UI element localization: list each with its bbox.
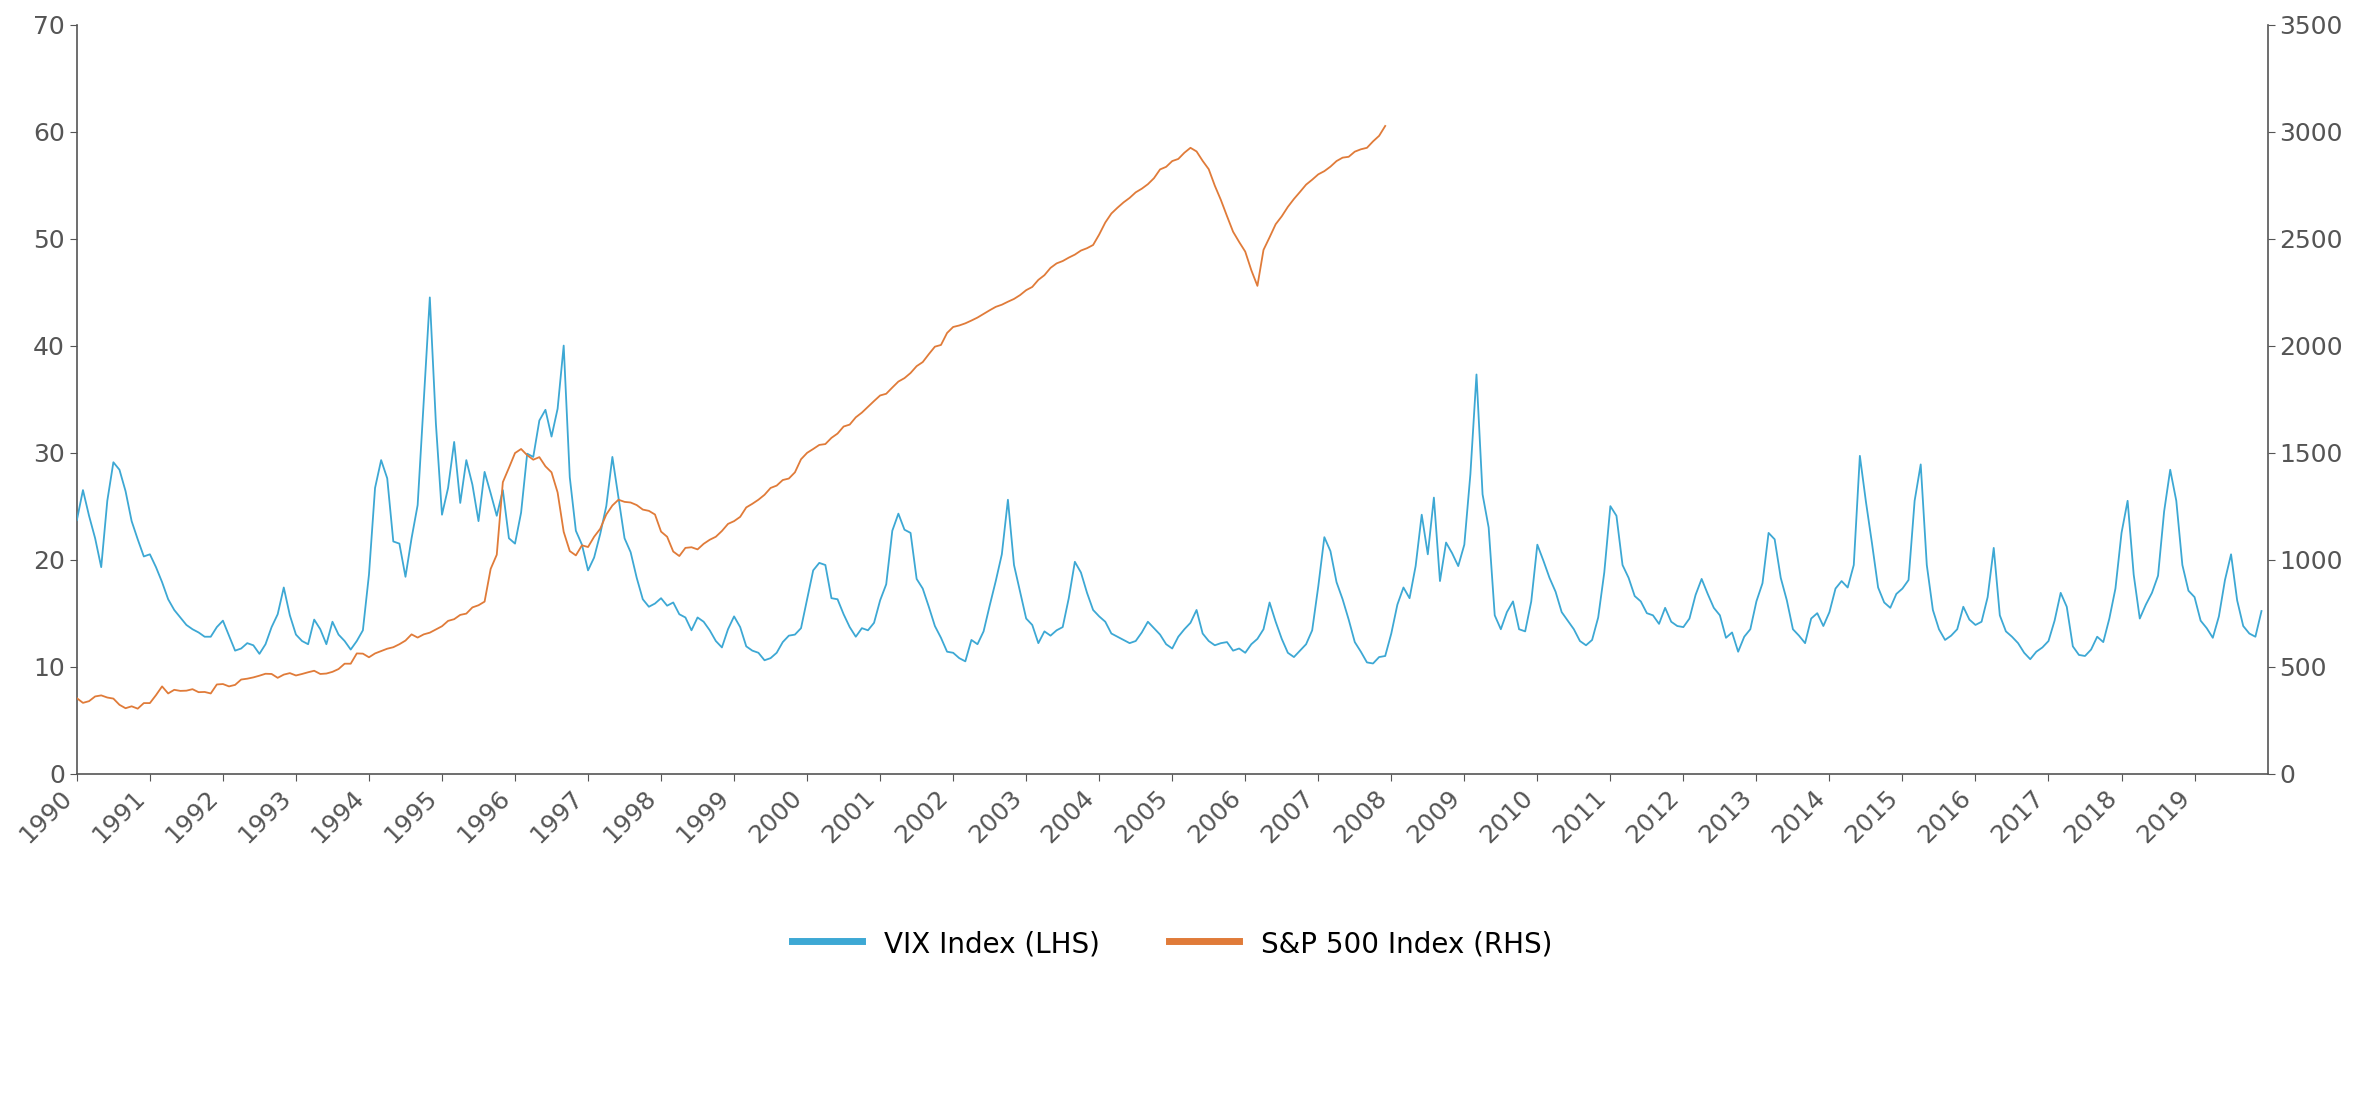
Legend: VIX Index (LHS), S&P 500 Index (RHS): VIX Index (LHS), S&P 500 Index (RHS) <box>780 917 1563 969</box>
